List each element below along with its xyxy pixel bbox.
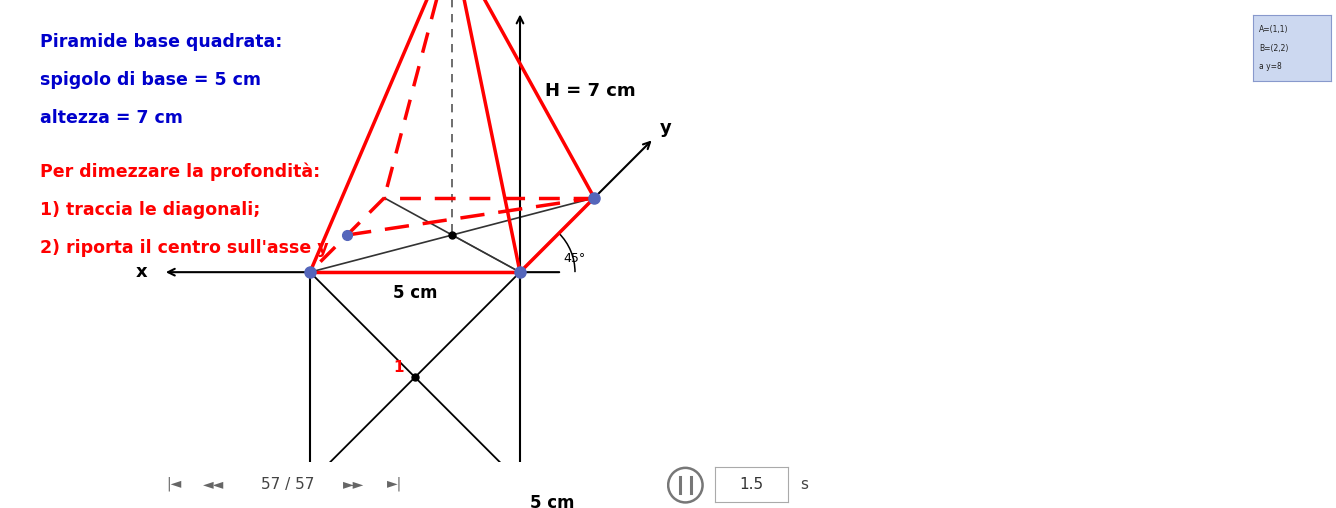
- Text: ◄◄: ◄◄: [203, 477, 224, 491]
- Text: 57 / 57: 57 / 57: [261, 477, 314, 492]
- Text: s: s: [800, 477, 808, 492]
- Text: |◄: |◄: [166, 477, 182, 491]
- Text: ►►: ►►: [343, 477, 365, 491]
- Text: 1) traccia le diagonali;: 1) traccia le diagonali;: [40, 201, 261, 219]
- Text: 5 cm: 5 cm: [393, 284, 437, 302]
- Text: 45°: 45°: [564, 252, 585, 265]
- Text: H = 7 cm: H = 7 cm: [545, 82, 636, 101]
- Text: y: y: [660, 118, 672, 137]
- Text: 5 cm: 5 cm: [530, 494, 574, 508]
- Text: A=(1,1): A=(1,1): [1260, 25, 1289, 34]
- Text: a y=8: a y=8: [1260, 62, 1283, 71]
- Text: 2) riporta il centro sull'asse y: 2) riporta il centro sull'asse y: [40, 239, 329, 257]
- Text: Piramide base quadrata:: Piramide base quadrata:: [40, 33, 282, 51]
- Text: x: x: [136, 263, 148, 281]
- Text: altezza = 7 cm: altezza = 7 cm: [40, 109, 183, 127]
- Text: ►|: ►|: [386, 477, 402, 491]
- Text: spigolo di base = 5 cm: spigolo di base = 5 cm: [40, 71, 261, 89]
- Text: B=(2,2): B=(2,2): [1260, 44, 1289, 53]
- Text: 1: 1: [393, 360, 403, 375]
- Text: Per dimezzare la profondità:: Per dimezzare la profondità:: [40, 163, 321, 181]
- Text: 1.5: 1.5: [739, 477, 764, 492]
- Text: z: z: [514, 0, 525, 4]
